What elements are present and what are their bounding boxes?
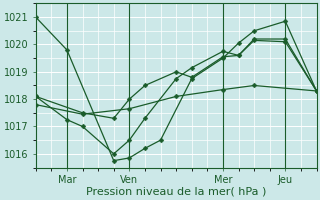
- X-axis label: Pression niveau de la mer( hPa ): Pression niveau de la mer( hPa ): [86, 187, 266, 197]
